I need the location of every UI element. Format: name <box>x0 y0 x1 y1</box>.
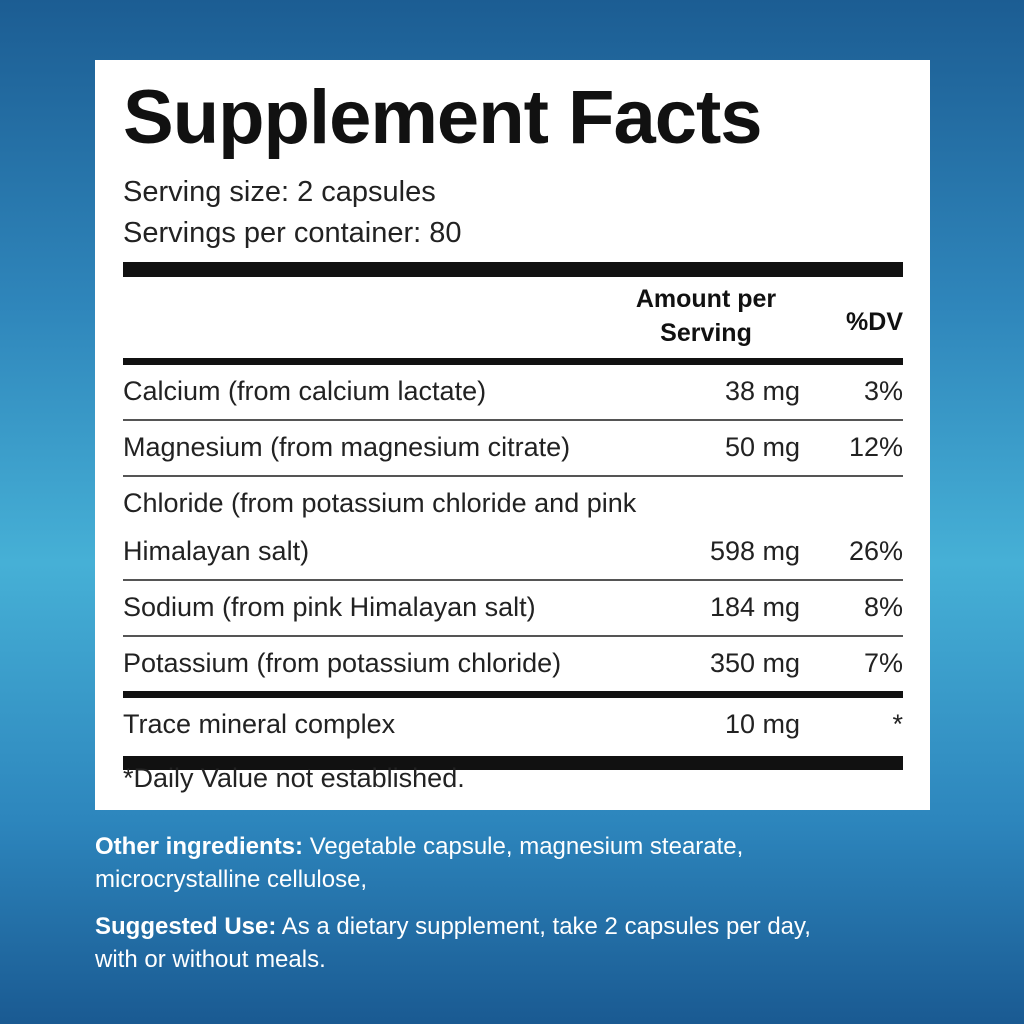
nutrient-name: Trace mineral complex <box>123 709 396 739</box>
daily-value: 7% <box>863 648 903 678</box>
daily-value: 3% <box>863 376 903 406</box>
table-header: Amount per Serving %DV <box>123 282 903 354</box>
table-row: Calcium (from calcium lactate) 38 mg 3% <box>123 365 903 421</box>
divider <box>123 262 903 277</box>
daily-value: 12% <box>848 432 903 462</box>
daily-value: * <box>892 709 903 739</box>
footnote: *Daily Value not established. <box>123 763 465 793</box>
amount: 350 mg <box>709 648 800 678</box>
amount: 184 mg <box>709 592 800 622</box>
facts-panel: Supplement Facts Serving size: 2 capsule… <box>95 60 930 810</box>
servings-per-container: Servings per container: 80 <box>123 217 462 249</box>
amount: 38 mg <box>724 376 800 406</box>
label: Other ingredients: <box>95 833 304 860</box>
table-row: Sodium (from pink Himalayan salt) 184 mg 8… <box>123 581 903 637</box>
amount: 598 mg <box>709 536 800 566</box>
title: Supplement Facts <box>123 75 763 160</box>
table-row: Trace mineral complex 10 mg * <box>123 698 903 770</box>
header-dv: %DV <box>846 308 903 336</box>
table-row: Chloride (from potassium chloride and pi… <box>123 477 903 581</box>
nutrient-name: Chloride (from potassium chloride and pi… <box>123 488 637 566</box>
daily-value: 8% <box>863 592 903 622</box>
table-row: Potassium (from potassium chloride) 350 m… <box>123 637 903 698</box>
other-ingredients: Other ingredients: Vegetable capsule, ma… <box>95 830 855 896</box>
label: Suggested Use: <box>95 913 277 940</box>
table-body: Calcium (from calcium lactate) 38 mg 3% Mag… <box>123 365 903 770</box>
header-amount: Amount per Serving <box>635 285 777 347</box>
serving-size: Serving size: 2 capsules <box>123 176 436 208</box>
text: As a dietary supplement, take 2 capsules… <box>95 913 811 973</box>
divider <box>123 358 903 365</box>
nutrient-name: Calcium (from calcium lactate) <box>123 376 487 406</box>
nutrient-name: Magnesium (from magnesium citrate) <box>123 432 571 462</box>
text: Vegetable capsule, magnesium stearate, m… <box>95 833 744 893</box>
nutrient-name: Potassium (from potassium chloride) <box>123 648 562 678</box>
daily-value: 26% <box>848 536 903 566</box>
suggested-use: Suggested Use: As a dietary supplement, … <box>95 910 855 976</box>
amount: 10 mg <box>724 709 800 739</box>
table-row: Magnesium (from magnesium citrate) 50 mg 1… <box>123 421 903 477</box>
amount: 50 mg <box>724 432 800 462</box>
nutrient-name: Sodium (from pink Himalayan salt) <box>123 592 536 622</box>
